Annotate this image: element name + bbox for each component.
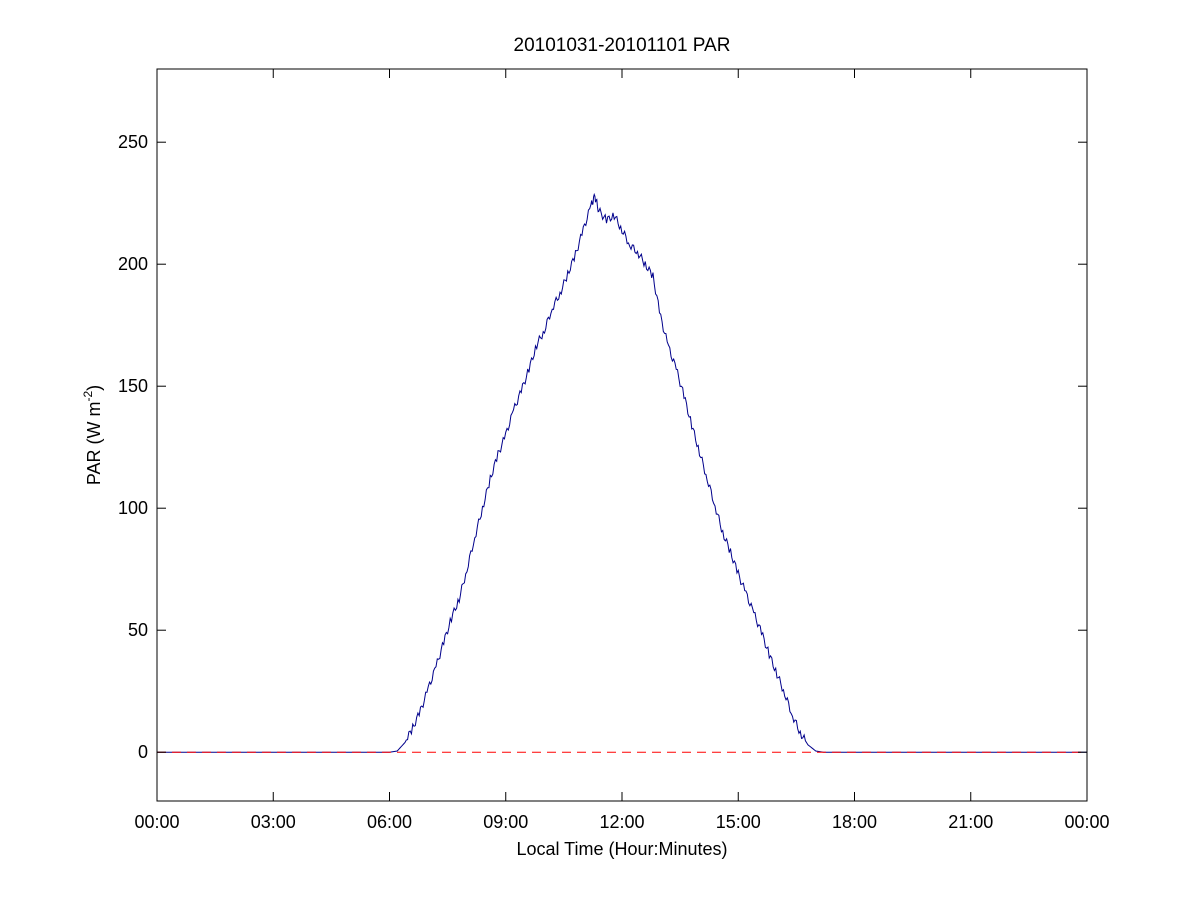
plot-area	[157, 69, 1087, 801]
x-tick-label-3: 09:00	[483, 812, 528, 832]
y-tick-label-3: 150	[118, 376, 148, 396]
x-tick-label-2: 06:00	[367, 812, 412, 832]
x-axis-label: Local Time (Hour:Minutes)	[516, 839, 727, 859]
y-tick-label-1: 50	[128, 620, 148, 640]
y-axis-label-suffix: )	[84, 385, 104, 391]
y-axis-label-prefix: PAR (W m	[84, 402, 104, 486]
series-line-par	[157, 192, 1087, 753]
x-tick-label-8: 00:00	[1064, 812, 1109, 832]
y-tick-label-2: 100	[118, 498, 148, 518]
y-tick-label-0: 0	[138, 742, 148, 762]
y-tick-label-4: 200	[118, 254, 148, 274]
chart-title: 20101031-20101101 PAR	[514, 35, 731, 56]
y-axis-label: PAR (W m-2)	[81, 385, 104, 485]
x-tick-label-0: 00:00	[134, 812, 179, 832]
y-axis-label-superscript: -2	[81, 391, 95, 402]
axis-ticks	[156, 69, 1088, 801]
x-tick-label-6: 18:00	[832, 812, 877, 832]
x-tick-label-1: 03:00	[251, 812, 296, 832]
x-tick-label-4: 12:00	[599, 812, 644, 832]
x-tick-label-7: 21:00	[948, 812, 993, 832]
y-tick-label-5: 250	[118, 132, 148, 152]
tick-labels: 00:00 03:00 06:00 09:00 12:00 15:00 18:00 21:00…	[118, 132, 1110, 832]
data-lines	[157, 192, 1087, 753]
x-tick-label-5: 15:00	[716, 812, 761, 832]
